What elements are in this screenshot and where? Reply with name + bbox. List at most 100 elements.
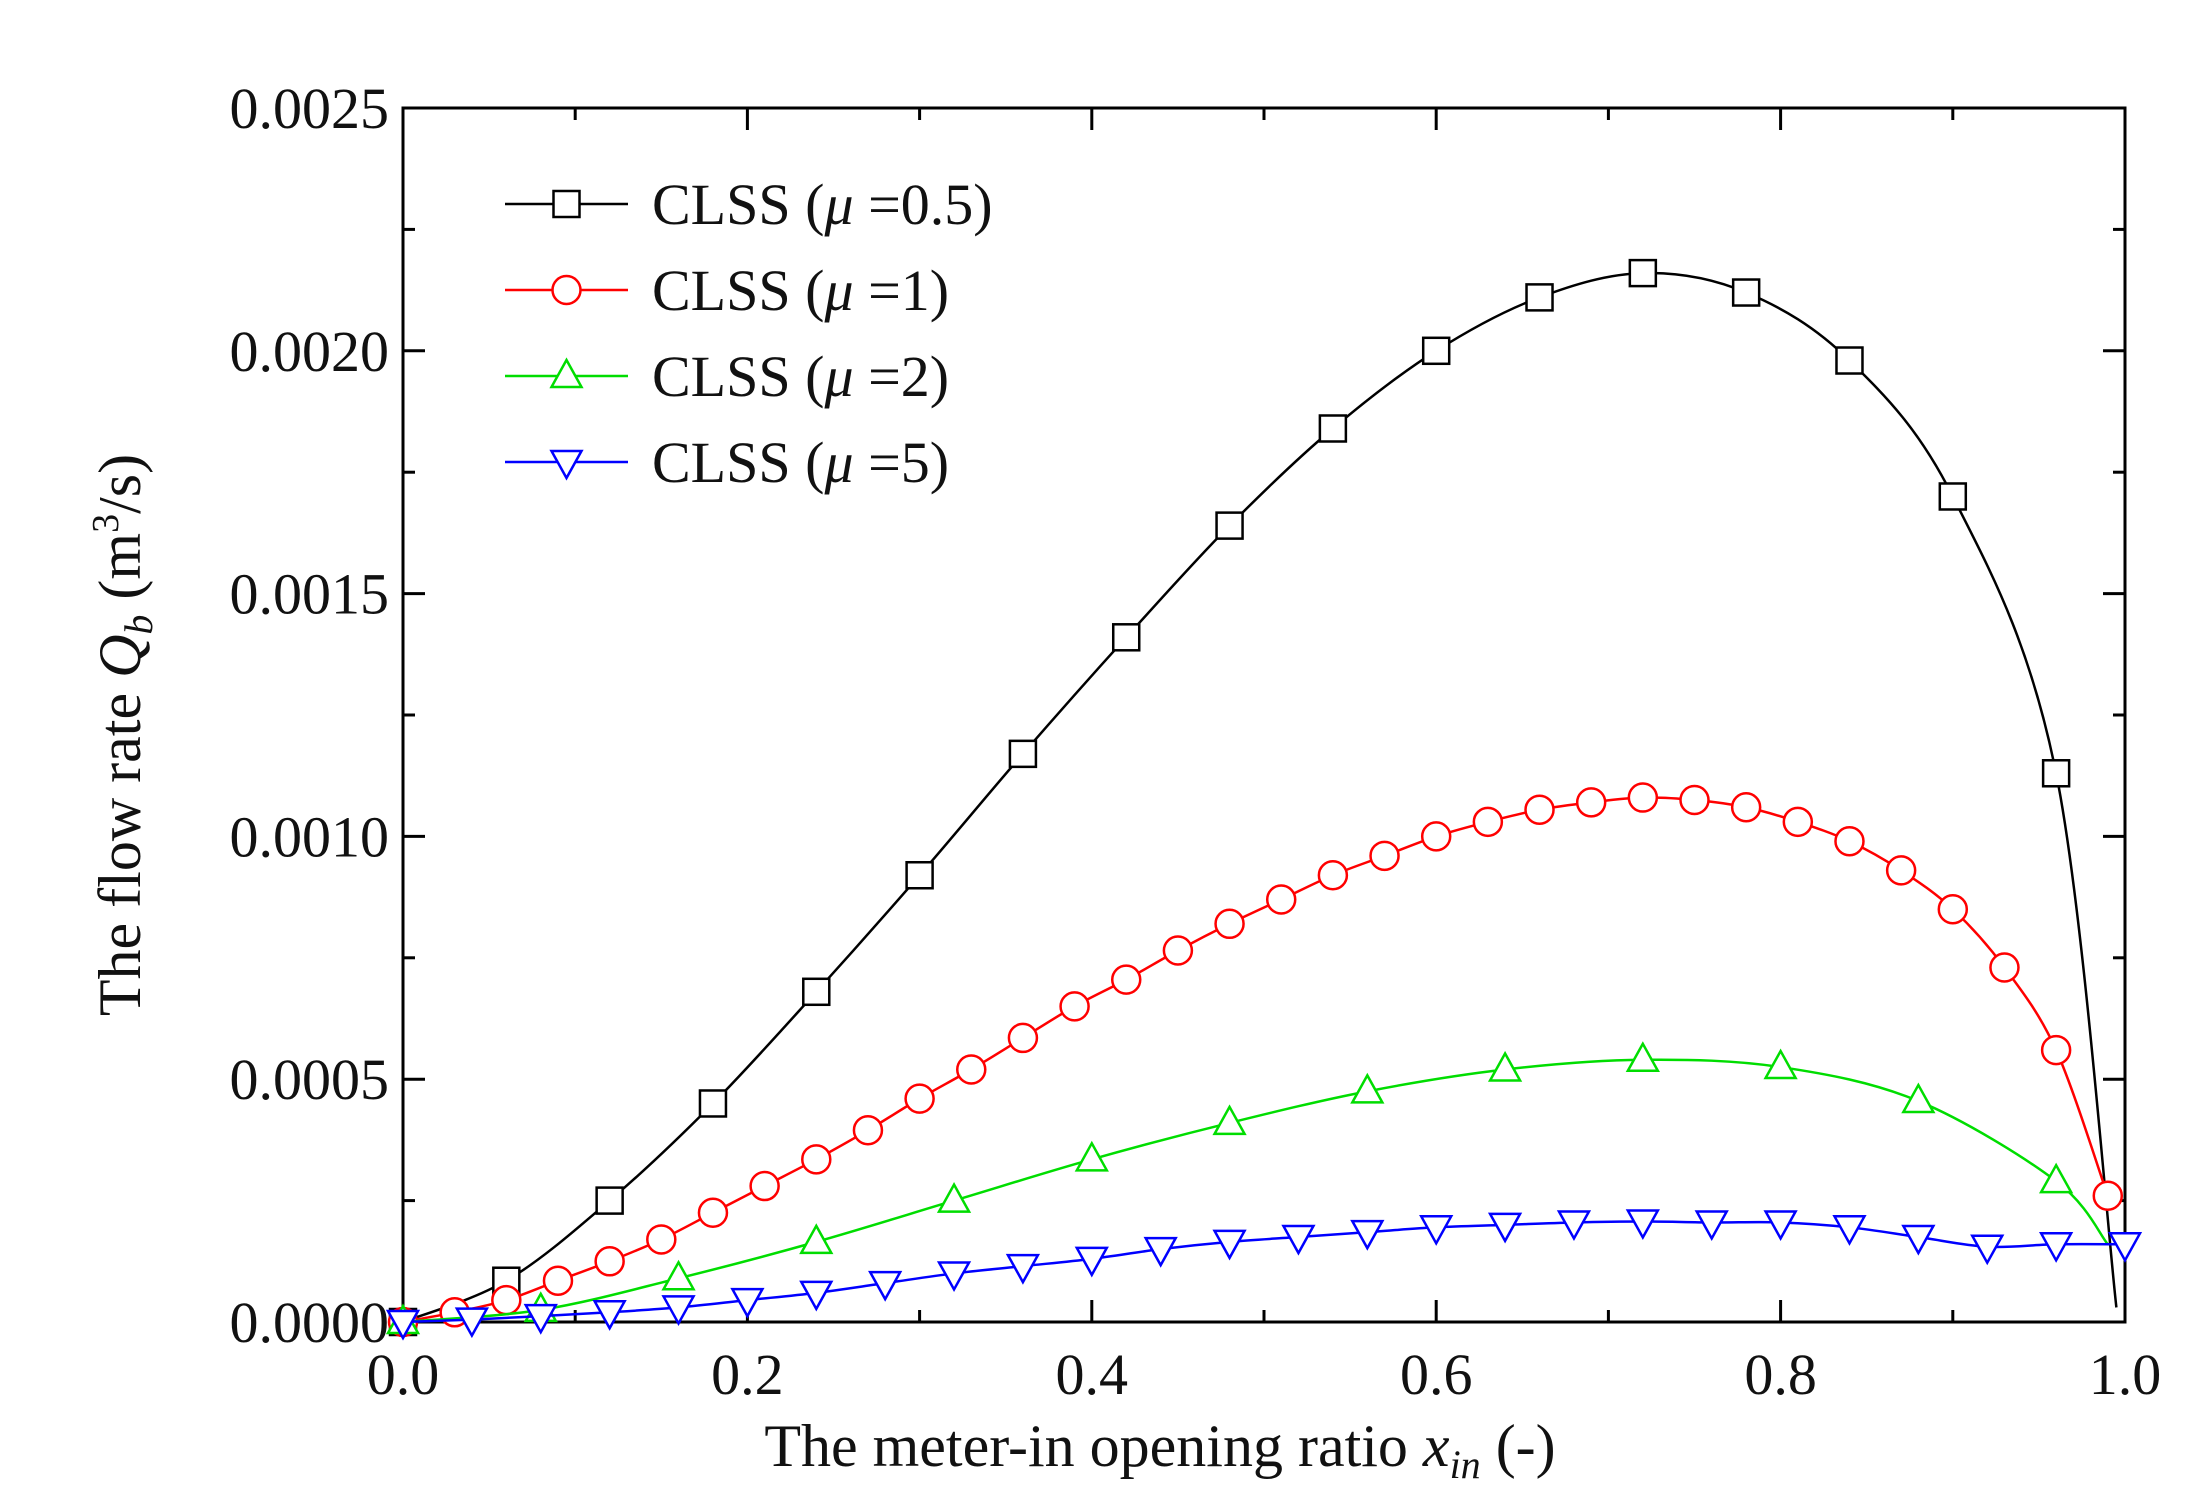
y-axis-title: The flow rate Qb (m3/s) bbox=[85, 454, 161, 1016]
y-tick-label: 0.0025 bbox=[230, 76, 390, 141]
series-line bbox=[402, 1058, 2109, 1324]
data-point bbox=[1162, 935, 1194, 966]
series-0 bbox=[388, 258, 2118, 1337]
data-point bbox=[1005, 1253, 1041, 1285]
y-tick-label: 0.0015 bbox=[230, 562, 390, 627]
data-point bbox=[1281, 1224, 1316, 1256]
legend-marker bbox=[549, 449, 584, 481]
data-point bbox=[542, 1265, 574, 1296]
data-point bbox=[802, 977, 831, 1007]
data-point bbox=[1212, 1229, 1247, 1261]
legend-marker bbox=[549, 357, 584, 389]
data-point bbox=[1524, 794, 1555, 825]
data-point bbox=[1074, 1246, 1109, 1278]
data-point bbox=[1212, 1104, 1247, 1136]
legend-marker bbox=[551, 274, 582, 306]
data-point bbox=[1763, 1210, 1798, 1242]
data-point bbox=[1472, 806, 1504, 838]
legend-entry: CLSS (μ =2) bbox=[505, 344, 949, 409]
data-point bbox=[1782, 806, 1814, 838]
data-point bbox=[1625, 1041, 1660, 1073]
x-tick-label: 0.4 bbox=[1056, 1342, 1129, 1407]
data-point bbox=[698, 1089, 728, 1118]
legend: CLSS (μ =0.5) CLSS (μ =1) CLSS (μ =2) CLSS … bbox=[505, 172, 993, 495]
legend-label: CLSS (μ =0.5) bbox=[652, 172, 993, 237]
data-point bbox=[523, 1303, 558, 1335]
data-point bbox=[1143, 1236, 1178, 1268]
legend-label: CLSS (μ =5) bbox=[652, 430, 949, 495]
legend-marker bbox=[552, 189, 581, 219]
y-tick-label: 0.0005 bbox=[230, 1047, 390, 1112]
data-point bbox=[2038, 1232, 2074, 1263]
legend-label: CLSS (μ =1) bbox=[652, 258, 949, 323]
data-point bbox=[868, 1270, 903, 1302]
x-tick-label: 1.0 bbox=[2089, 1342, 2162, 1407]
data-point bbox=[1525, 283, 1554, 312]
data-point bbox=[592, 1300, 627, 1331]
data-point bbox=[1731, 278, 1761, 307]
axes: 0.0 0.2 0.4 0.6 0.8 1.0 0.0000 0.0005 0.0010 0.00… bbox=[230, 76, 2162, 1407]
data-point bbox=[956, 1054, 987, 1085]
data-point bbox=[1834, 826, 1865, 857]
data-point bbox=[1110, 964, 1142, 995]
legend-entry: CLSS (μ =1) bbox=[505, 258, 949, 323]
y-tick-label: 0.0010 bbox=[230, 804, 390, 869]
data-point bbox=[1059, 991, 1090, 1022]
data-point bbox=[491, 1284, 522, 1316]
data-point bbox=[801, 1144, 832, 1175]
data-point bbox=[936, 1182, 972, 1213]
data-point bbox=[594, 1246, 625, 1277]
data-point bbox=[1074, 1140, 1109, 1172]
data-point bbox=[2038, 1162, 2074, 1194]
x-tick-label: 0.2 bbox=[711, 1342, 784, 1407]
data-point bbox=[749, 1170, 780, 1202]
data-point bbox=[1487, 1212, 1523, 1244]
data-point bbox=[852, 1114, 884, 1146]
x-tick-label: 0.6 bbox=[1400, 1342, 1473, 1407]
data-point bbox=[1628, 258, 1658, 288]
data-point bbox=[1835, 346, 1864, 375]
data-point bbox=[1575, 787, 1607, 818]
series-1 bbox=[387, 782, 2124, 1338]
legend-entry: CLSS (μ =0.5) bbox=[505, 172, 993, 237]
data-point bbox=[1369, 840, 1400, 872]
x-tick-label: 0.0 bbox=[367, 1342, 440, 1407]
data-point bbox=[385, 1309, 421, 1341]
data-point bbox=[646, 1224, 677, 1255]
data-point bbox=[1556, 1210, 1592, 1242]
data-point bbox=[1008, 739, 1038, 769]
data-point bbox=[1265, 884, 1297, 915]
data-point bbox=[1214, 908, 1245, 940]
data-point bbox=[1487, 1050, 1523, 1082]
legend-label: CLSS (μ =2) bbox=[652, 344, 949, 409]
data-point bbox=[1989, 952, 2020, 983]
data-point bbox=[730, 1287, 765, 1319]
y-tick-label: 0.0020 bbox=[230, 319, 390, 384]
series-2 bbox=[385, 1041, 2109, 1335]
data-point bbox=[936, 1261, 972, 1293]
data-point bbox=[1832, 1215, 1867, 1246]
data-point bbox=[1350, 1072, 1385, 1104]
data-point bbox=[2040, 1034, 2072, 1066]
data-point bbox=[1420, 821, 1452, 852]
data-point bbox=[1625, 1209, 1660, 1241]
data-point bbox=[1318, 414, 1348, 443]
data-point bbox=[2092, 1180, 2124, 1211]
data-point bbox=[1317, 859, 1349, 891]
data-point bbox=[2107, 1232, 2143, 1263]
series-layer bbox=[385, 258, 2143, 1341]
data-point bbox=[1679, 784, 1710, 816]
data-point bbox=[454, 1307, 490, 1339]
data-point bbox=[1007, 1022, 1039, 1054]
data-point bbox=[1938, 482, 1968, 511]
y-tick-label: 0.0000 bbox=[230, 1290, 390, 1355]
data-point bbox=[595, 1186, 624, 1215]
data-point bbox=[1694, 1210, 1729, 1242]
data-point bbox=[1419, 1215, 1454, 1246]
data-point bbox=[2041, 759, 2071, 788]
data-point bbox=[905, 860, 934, 890]
data-point bbox=[1763, 1048, 1798, 1080]
data-point bbox=[661, 1259, 696, 1291]
x-axis-title: The meter-in opening ratio xin (-) bbox=[764, 1413, 1555, 1487]
